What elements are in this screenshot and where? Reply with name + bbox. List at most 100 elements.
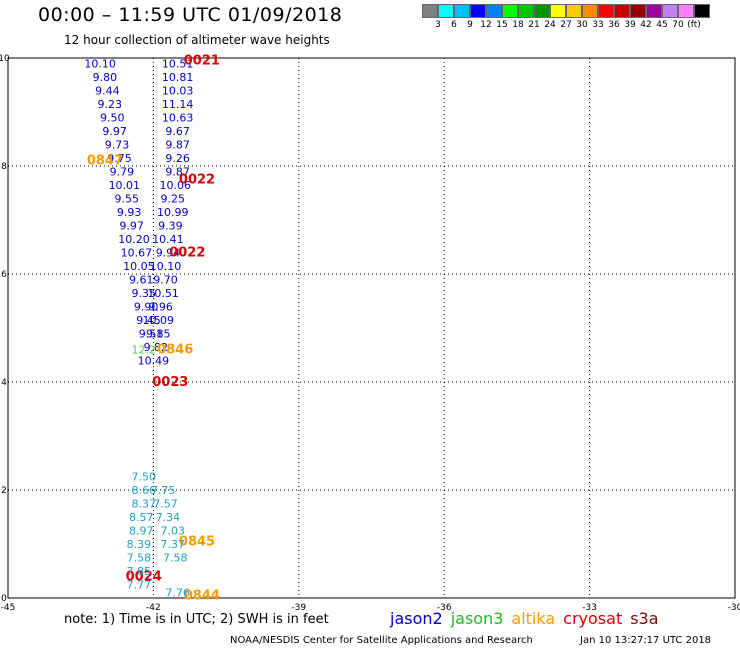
legend-entry-s3a: s3a [630, 609, 659, 628]
data-label-jason2: 9.45 [136, 314, 161, 327]
data-label-altika: 0844 [184, 588, 220, 603]
data-label-jason2: 9.96 [148, 300, 173, 313]
color-scale: 3 6 9 12 15 18 21 24 27 30 33 36 39 42 45 70 (ft) [422, 4, 710, 30]
x-tick-label: -36 [437, 603, 452, 613]
color-scale-label: 24 [544, 20, 556, 30]
data-label-jason2: 10.09 [142, 314, 174, 327]
color-scale-label: 9 [467, 20, 473, 30]
data-label-jason2: 9.90 [134, 300, 159, 313]
data-label-s3a: 7.58 [127, 552, 152, 565]
color-swatch [566, 4, 582, 18]
color-swatch [534, 4, 550, 18]
color-scale-label: 15 [496, 20, 508, 30]
data-label-s3a: 7.76 [165, 587, 190, 600]
data-label-jason2: 10.51 [162, 57, 194, 70]
color-swatch [614, 4, 630, 18]
data-label-s3a: 7.77 [127, 579, 152, 592]
data-label-jason2: 10.10 [150, 260, 182, 273]
data-label-jason2: 10.06 [159, 179, 191, 192]
color-swatch [582, 4, 598, 18]
data-label-jason2: 9.23 [98, 98, 123, 111]
color-swatch [470, 4, 486, 18]
x-tick-label: -45 [1, 603, 16, 613]
satellite-legend: jason2 jason3 altika cryosat s3a [390, 609, 667, 628]
data-label-cryosat: 0024 [126, 569, 162, 584]
data-label-cryosat: 0021 [184, 54, 220, 69]
data-label-jason2: 10.05 [123, 260, 155, 273]
color-swatch [630, 4, 646, 18]
data-label-s3a: 8.37 [131, 498, 156, 511]
x-tick-label: -30 [728, 603, 740, 613]
data-label-jason2: 10.49 [138, 354, 170, 367]
data-label-s3a: 8.66 [131, 484, 156, 497]
data-label-s3a: 7.50 [131, 471, 156, 484]
data-label-s3a: 7.85 [127, 565, 152, 578]
data-label-jason2: 9.39 [158, 219, 183, 232]
data-label-jason2: 9.44 [95, 84, 120, 97]
data-label-jason2: 9.87 [165, 165, 190, 178]
data-label-jason2: 9.35 [131, 287, 156, 300]
data-label-jason2: 9.94 [156, 246, 181, 259]
data-label-jason2: 9.93 [117, 206, 142, 219]
data-label-jason2: 10.99 [157, 206, 189, 219]
legend-entry-jason2: jason2 [390, 609, 443, 628]
y-tick-label: 8 [1, 162, 7, 172]
color-scale-label: 18 [512, 20, 524, 30]
data-label-jason2: 10.10 [84, 57, 116, 70]
data-label-cryosat: 0022 [169, 245, 205, 260]
color-swatch [694, 4, 710, 18]
data-label-altika: 0847 [87, 154, 123, 169]
data-label-jason2: 10.20 [118, 233, 150, 246]
data-label-jason2: 9.26 [165, 152, 190, 165]
color-scale-label: 39 [624, 20, 636, 30]
x-tick-label: -33 [582, 603, 597, 613]
data-label-jason2: 10.67 [121, 246, 153, 259]
data-label-jason2: 9.51 [139, 327, 164, 340]
data-label-jason2: 9.67 [165, 125, 190, 138]
data-label-jason2: 9.73 [105, 138, 130, 151]
color-scale-label: 27 [560, 20, 572, 30]
color-scale-label: 30 [576, 20, 588, 30]
color-swatch [502, 4, 518, 18]
data-label-jason2: 10.01 [109, 179, 141, 192]
color-scale-label: 42 [640, 20, 652, 30]
color-swatch [678, 4, 694, 18]
data-label-jason2: 9.85 [146, 327, 171, 340]
data-label-jason2: 10.03 [162, 84, 194, 97]
color-scale-label: 70 [672, 20, 684, 30]
data-label-jason2: 9.61 [129, 273, 154, 286]
legend-entry-altika: altika [511, 609, 556, 628]
data-label-s3a: 7.03 [161, 525, 186, 538]
data-label-jason2: 9.79 [110, 165, 135, 178]
legend-entry-jason3: jason3 [450, 609, 504, 628]
data-label-s3a: 7.34 [156, 511, 181, 524]
data-label-jason3: 12.2 [131, 344, 156, 357]
color-swatch [454, 4, 470, 18]
color-scale-label: 3 [435, 20, 441, 30]
color-scale-labels: 3 6 9 12 15 18 21 24 27 30 33 36 39 42 45 70 (ft) [422, 18, 710, 30]
legend-entry-cryosat: cryosat [563, 609, 623, 628]
data-label-s3a: 7.57 [153, 498, 178, 511]
data-label-s3a: 7.58 [163, 552, 188, 565]
data-label-jason2: 9.50 [100, 111, 125, 124]
data-label-jason2: 9.75 [107, 152, 132, 165]
data-label-jason2: 10.63 [162, 111, 194, 124]
color-swatch [598, 4, 614, 18]
color-scale-label: 45 [656, 20, 668, 30]
data-label-jason2: 9.55 [114, 192, 139, 205]
y-tick-label: 0 [1, 594, 7, 604]
data-label-cryosat: 0022 [179, 173, 215, 188]
color-scale-label: 12 [480, 20, 492, 30]
timestamp: Jan 10 13:27:17 UTC 2018 [580, 635, 712, 646]
color-scale-swatches [422, 4, 710, 18]
data-label-cryosat: 0023 [152, 375, 188, 390]
color-scale-label: 33 [592, 20, 604, 30]
data-label-jason2: 9.80 [93, 71, 118, 84]
data-label-jason2: 10.41 [152, 233, 184, 246]
color-swatch [438, 4, 454, 18]
y-tick-label: 10 [0, 54, 10, 64]
data-label-jason2: 9.25 [161, 192, 186, 205]
color-swatch [486, 4, 502, 18]
chart-subtitle: 12 hour collection of altimeter wave hei… [64, 33, 330, 47]
